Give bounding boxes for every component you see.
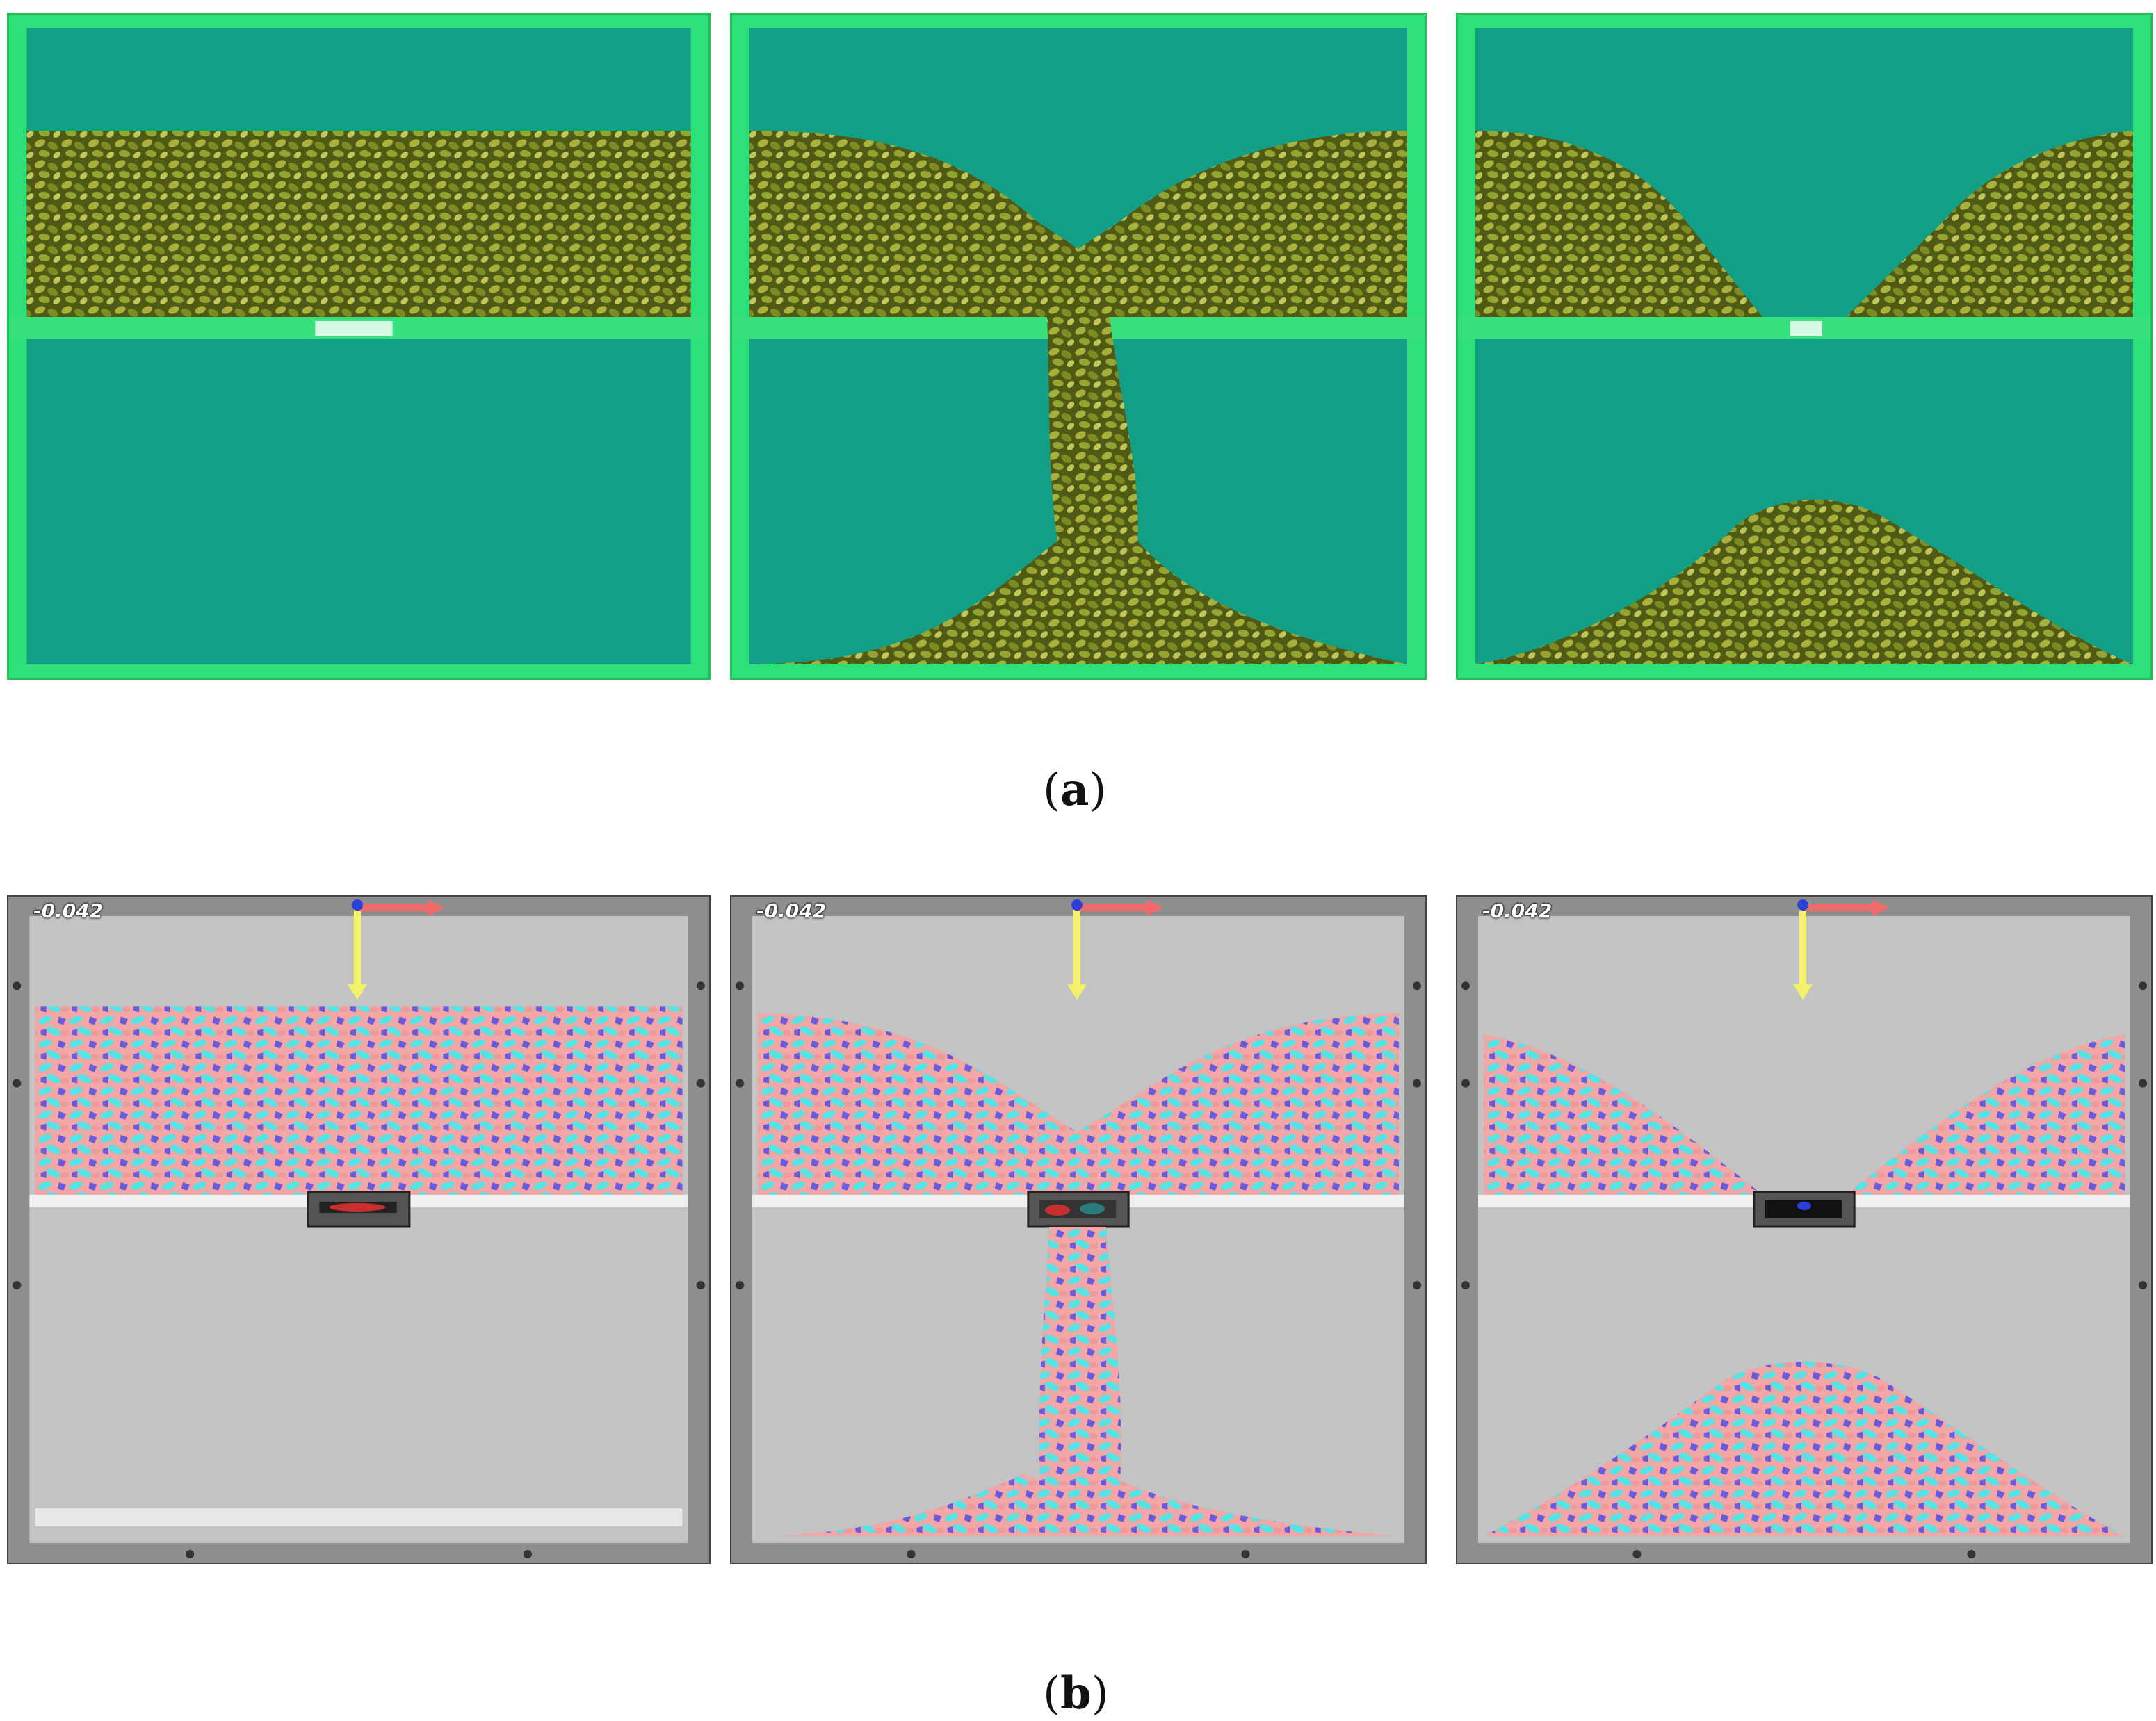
photo-stage-1 xyxy=(7,13,711,680)
simulation-stage-1: -0.042 xyxy=(7,895,711,1564)
photo-stage-2 xyxy=(730,13,1427,680)
simulation-stage-2-image xyxy=(730,895,1427,1564)
label-a-close: ) xyxy=(1089,765,1107,816)
scale-readout-2: -0.042 xyxy=(756,899,827,922)
simulation-stage-1-image xyxy=(7,895,711,1564)
scale-readout-1: -0.042 xyxy=(33,899,104,922)
simulation-stage-2: -0.042 xyxy=(730,895,1427,1564)
photo-stage-1-image xyxy=(7,13,711,680)
subfigure-label-a: (a) xyxy=(1043,768,1106,813)
simulation-stage-3-image xyxy=(1456,895,2153,1564)
label-a-letter: a xyxy=(1060,764,1089,816)
scale-readout-3: -0.042 xyxy=(1482,899,1553,922)
subfigure-label-b: (b) xyxy=(1043,1672,1109,1717)
label-b-close: ) xyxy=(1091,1668,1109,1720)
photo-stage-2-image xyxy=(730,13,1427,680)
photo-stage-3-image xyxy=(1456,13,2153,680)
label-a-open: ( xyxy=(1043,765,1060,816)
simulation-stage-3: -0.042 xyxy=(1456,895,2153,1564)
photo-stage-3 xyxy=(1456,13,2153,680)
label-b-letter: b xyxy=(1060,1667,1092,1720)
label-b-open: ( xyxy=(1043,1668,1060,1720)
